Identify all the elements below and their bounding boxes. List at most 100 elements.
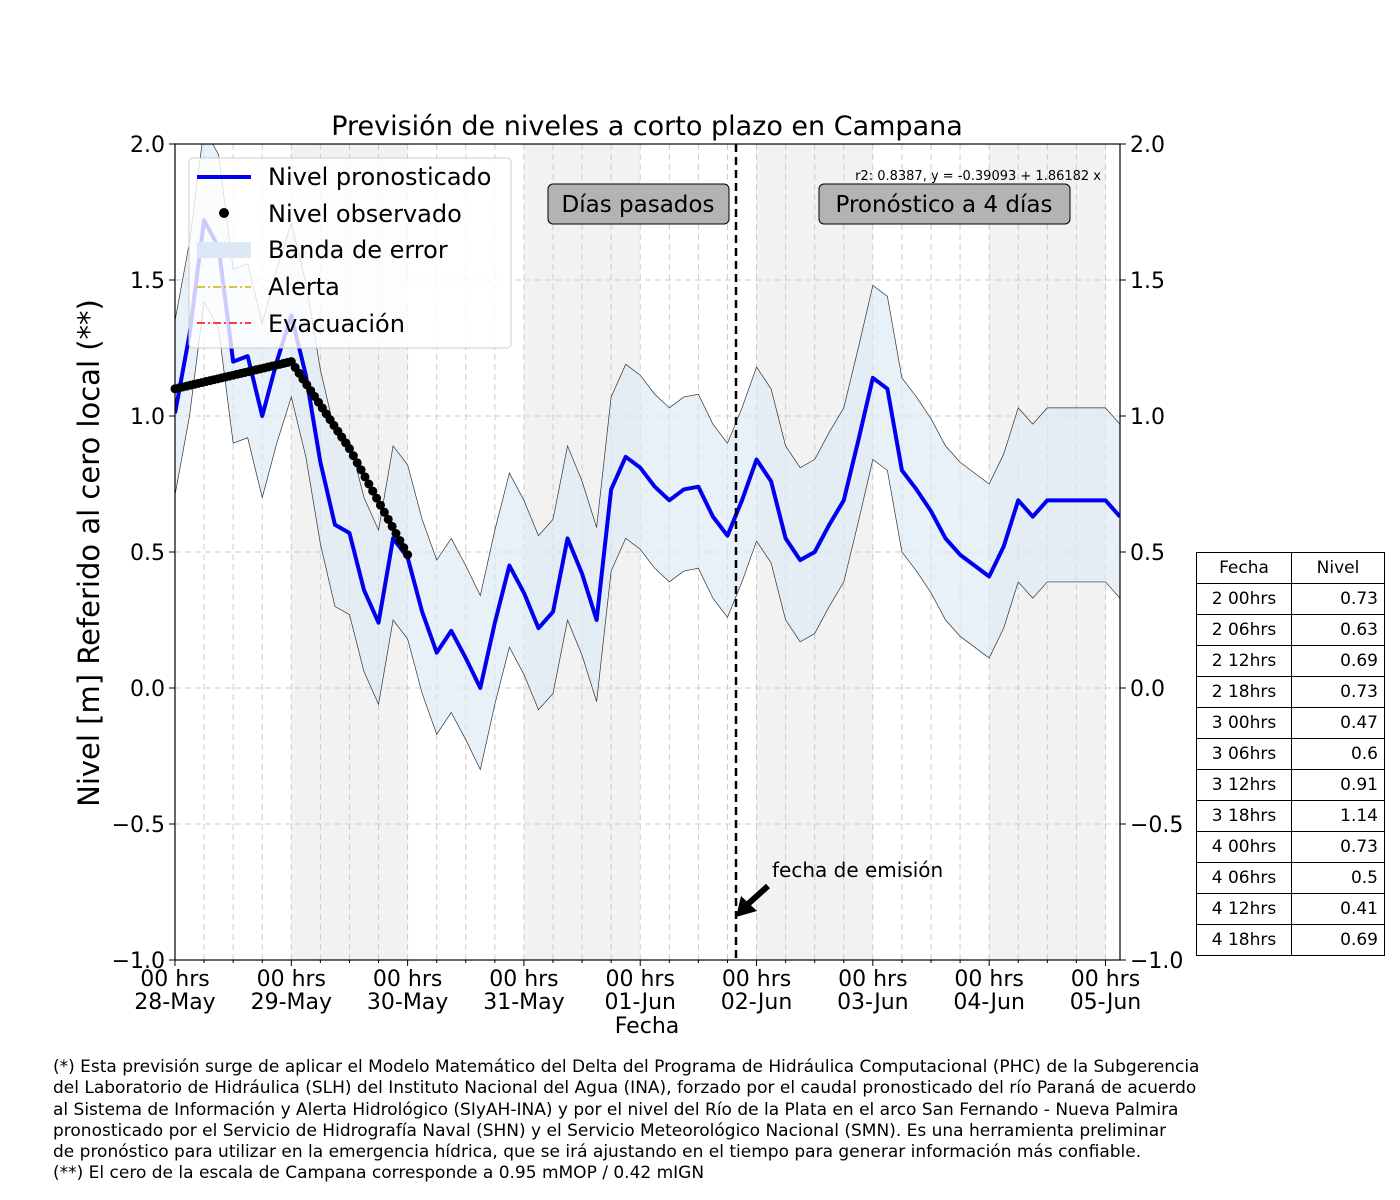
table-cell-date: 3 12hrs (1196, 769, 1292, 801)
y-tick-label-right: 2.0 (1130, 133, 1165, 158)
y-tick-label-left: −1.0 (112, 949, 165, 974)
observed-point (391, 529, 401, 539)
table-cell-level: 0.73 (1291, 676, 1385, 708)
observed-point (387, 521, 397, 531)
observed-point (348, 451, 358, 461)
table-cell-level: 0.91 (1291, 769, 1385, 801)
observed-point (372, 493, 382, 503)
y-tick-label-right: 1.0 (1130, 405, 1165, 430)
x-tick-label-time: 00 hrs (838, 967, 907, 992)
table-cell-date: 4 06hrs (1196, 862, 1292, 894)
x-tick-label-time: 00 hrs (722, 967, 791, 992)
footnote: (*) Esta previsión surge de aplicar el M… (53, 1057, 1200, 1184)
forecast-label: Pronóstico a 4 días (836, 192, 1053, 218)
y-tick-label-left: 1.0 (130, 405, 165, 430)
legend-label-observed: Nivel observado (268, 200, 462, 228)
x-tick-label-time: 00 hrs (373, 967, 442, 992)
table-row: 4 12hrs 0.41 (1196, 893, 1385, 925)
x-tick-label-date: 05-Jun (1070, 990, 1142, 1015)
legend: Nivel pronosticado Nivel observado Banda… (188, 157, 512, 349)
table-cell-date: 4 12hrs (1196, 893, 1292, 925)
observed-point (399, 543, 409, 553)
table-cell-date: 3 06hrs (1196, 738, 1292, 770)
observed-point (364, 479, 374, 489)
level-chart: 2.0 2.0 1.5 1.5 1.0 1.0 0.5 0.5 0.0 0.0 −0.5 −0.5 −1… (72, 111, 1184, 1039)
table-header-row: Fecha Nivel (1196, 552, 1385, 584)
table-cell-date: 2 06hrs (1196, 614, 1292, 646)
y-tick-label-right: 1.5 (1130, 269, 1165, 294)
legend-label-evacuation: Evacuación (268, 310, 405, 338)
forecast-line (175, 218, 1120, 690)
table-row: 3 12hrs 0.91 (1196, 769, 1385, 801)
table-cell-level: 0.69 (1291, 645, 1385, 677)
table-row: 4 00hrs 0.73 (1196, 831, 1385, 863)
observed-point (360, 472, 370, 482)
x-tick-label-date: 04-Jun (953, 990, 1025, 1015)
x-tick-label-time: 00 hrs (140, 967, 209, 992)
emission-arrow-head (736, 896, 757, 917)
y-tick-label-left: 1.5 (130, 269, 165, 294)
error-band-fill (175, 144, 1120, 770)
observed-point (356, 465, 366, 475)
chart-title: Previsión de niveles a corto plazo en Ca… (331, 111, 963, 142)
table-cell-level: 0.73 (1291, 583, 1385, 615)
table-row: 3 00hrs 0.47 (1196, 707, 1385, 739)
table-cell-date: 4 18hrs (1196, 924, 1292, 956)
y-tick-label-left: 0.0 (130, 677, 165, 702)
x-tick-label-date: 29-May (251, 990, 332, 1015)
table-header-date: Fecha (1196, 552, 1292, 584)
legend-swatch-band (197, 242, 251, 258)
axis-ticks: 2.0 2.0 1.5 1.5 1.0 1.0 0.5 0.5 0.0 0.0 −0.5 −0.5 −1… (112, 133, 1184, 1015)
table-cell-level: 0.5 (1291, 862, 1385, 894)
forecast-table: Fecha Nivel 2 00hrs 0.73 2 06hrs 0.63 2 12… (1196, 552, 1385, 956)
forecast-box: Pronóstico a 4 días (818, 183, 1071, 225)
table-cell-date: 3 18hrs (1196, 800, 1292, 832)
table-row: 2 18hrs 0.73 (1196, 676, 1385, 708)
observed-point (368, 486, 378, 496)
table-cell-level: 0.69 (1291, 924, 1385, 956)
table-cell-date: 3 00hrs (1196, 707, 1292, 739)
x-tick-label-time: 00 hrs (257, 967, 326, 992)
error-band-lower (175, 300, 1120, 771)
past-days-box: Días pasados (547, 183, 730, 225)
x-tick-label-date: 31-May (483, 990, 564, 1015)
table-cell-level: 0.63 (1291, 614, 1385, 646)
table-row: 4 06hrs 0.5 (1196, 862, 1385, 894)
y-axis-label: Nivel [m] Referido al cero local (**) (72, 299, 106, 807)
table-header-level: Nivel (1291, 552, 1385, 584)
y-tick-label-right: 0.5 (1130, 541, 1165, 566)
x-tick-label-date: 28-May (134, 990, 215, 1015)
table-cell-date: 2 00hrs (1196, 583, 1292, 615)
table-row: 4 18hrs 0.69 (1196, 924, 1385, 956)
legend-swatch-observed (219, 208, 229, 218)
regression-label: r2: 0.8387, y = -0.39093 + 1.86182 x (855, 169, 1101, 184)
legend-label-alert: Alerta (268, 273, 340, 301)
observed-point (344, 444, 354, 454)
x-tick-label-date: 01-Jun (604, 990, 676, 1015)
y-tick-label-left: 2.0 (130, 133, 165, 158)
legend-label-forecast: Nivel pronosticado (268, 163, 491, 191)
x-tick-label-date: 03-Jun (837, 990, 909, 1015)
x-tick-label-date: 02-Jun (721, 990, 793, 1015)
table-row: 2 00hrs 0.73 (1196, 583, 1385, 615)
observed-point (375, 500, 385, 510)
table-cell-date: 2 18hrs (1196, 676, 1292, 708)
table-cell-level: 0.47 (1291, 707, 1385, 739)
table-row: 3 18hrs 1.14 (1196, 800, 1385, 832)
table-cell-date: 2 12hrs (1196, 645, 1292, 677)
legend-label-band: Banda de error (268, 236, 448, 264)
y-tick-label-left: −0.5 (112, 813, 165, 838)
table-cell-level: 0.73 (1291, 831, 1385, 863)
y-tick-label-right: −1.0 (1130, 949, 1183, 974)
x-tick-label-time: 00 hrs (606, 967, 675, 992)
table-cell-level: 0.41 (1291, 893, 1385, 925)
table-cell-level: 0.6 (1291, 738, 1385, 770)
legend-frame (188, 157, 512, 349)
observed-points (170, 357, 413, 560)
observed-point (395, 536, 405, 546)
table-cell-level: 1.14 (1291, 800, 1385, 832)
emission-annotation: fecha de emisión (736, 858, 943, 917)
y-tick-label-left: 0.5 (130, 541, 165, 566)
x-tick-label-time: 00 hrs (954, 967, 1023, 992)
past-days-label: Días pasados (562, 192, 715, 218)
